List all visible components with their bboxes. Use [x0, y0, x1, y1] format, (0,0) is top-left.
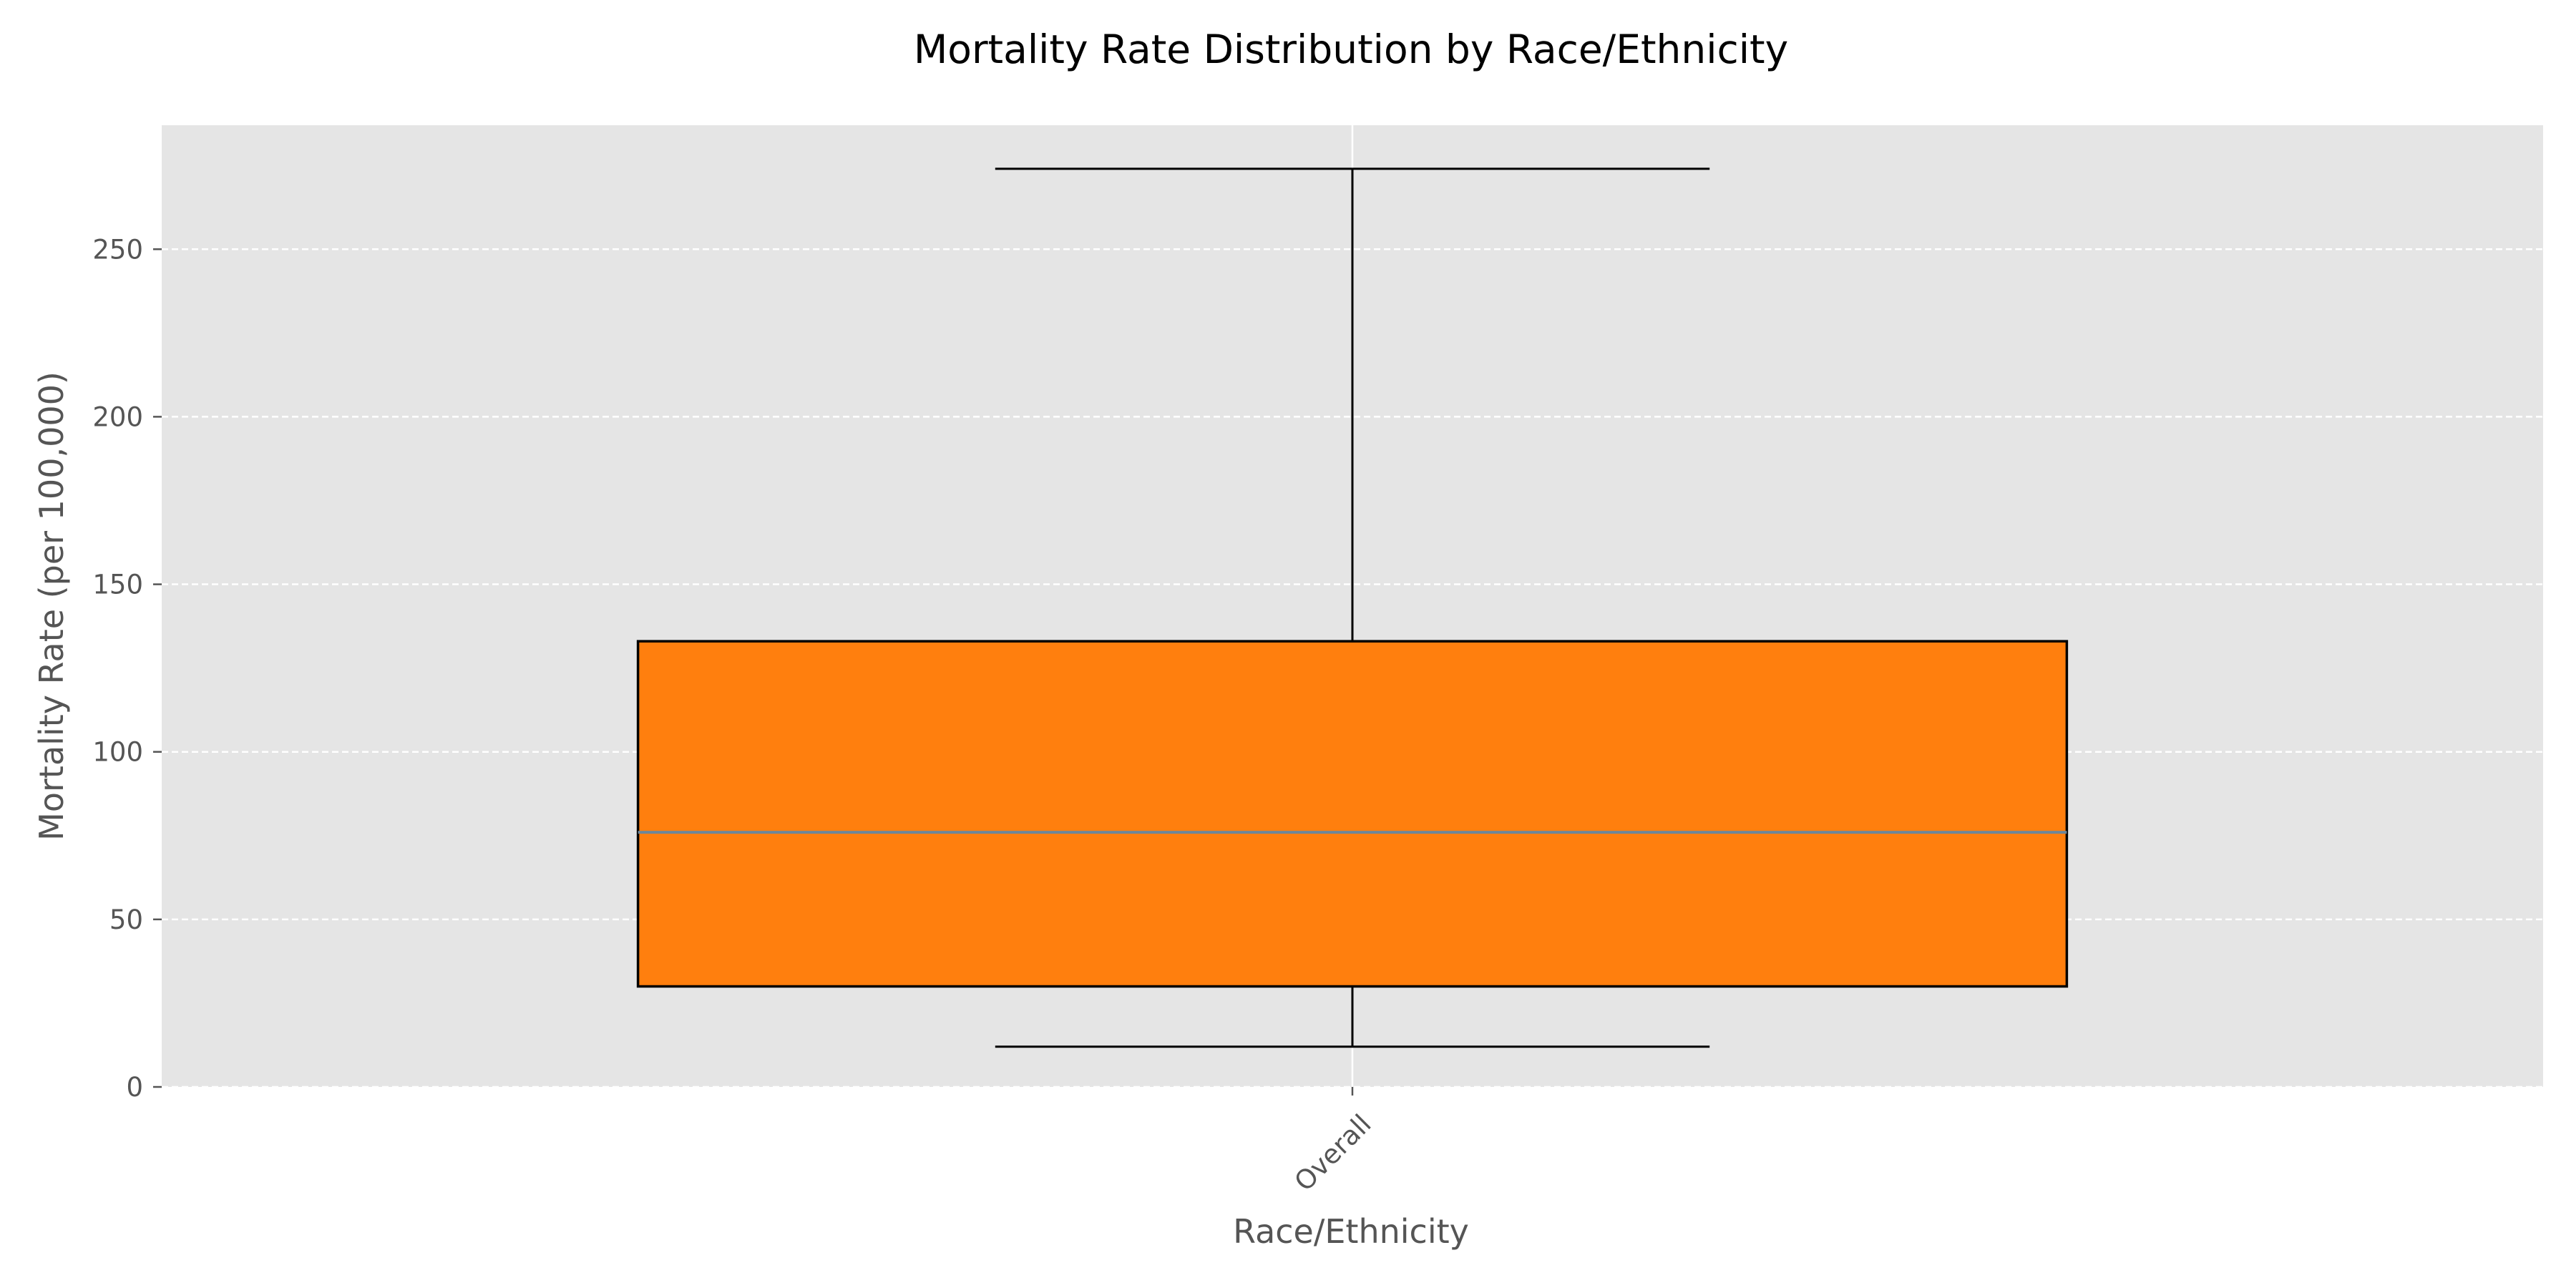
y-tick-label: 150 — [92, 570, 143, 600]
grid-lines — [162, 125, 2543, 1088]
chart-title: Mortality Rate Distribution by Race/Ethn… — [914, 26, 1788, 72]
y-tick-label: 0 — [126, 1072, 143, 1103]
box — [636, 640, 2069, 988]
y-tick-label: 250 — [92, 234, 143, 265]
y-axis-label: Mortality Rate (per 100,000) — [32, 371, 71, 841]
y-tick-label: 200 — [92, 401, 143, 432]
x-axis-label: Race/Ethnicity — [1233, 1212, 1469, 1251]
box-plot-marks — [636, 167, 2069, 1048]
y-tick-label: 50 — [109, 904, 143, 935]
y-tick-label: 100 — [92, 737, 143, 768]
x-tick-label: Overall — [1289, 1108, 1377, 1197]
